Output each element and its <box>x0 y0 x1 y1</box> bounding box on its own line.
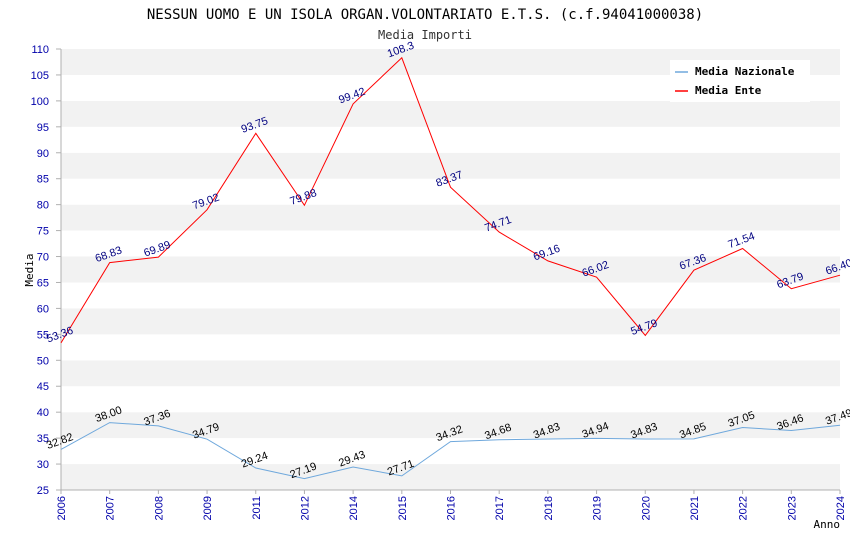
grid-band <box>61 100 840 127</box>
y-tick-label: 40 <box>37 407 49 419</box>
grid-band <box>61 230 840 257</box>
grid-band <box>61 178 840 205</box>
chart-subtitle: Media Importi <box>378 28 472 42</box>
x-tick-label: 2015 <box>397 496 409 520</box>
grid-band <box>61 126 840 153</box>
y-axis-label: Media <box>23 253 36 286</box>
x-tick-label: 2022 <box>738 496 750 520</box>
y-tick-label: 55 <box>37 329 49 341</box>
x-tick-label: 2009 <box>202 496 214 520</box>
grid-band <box>61 464 840 490</box>
legend-label-media-nazionale: Media Nazionale <box>695 65 795 78</box>
chart-title: NESSUN UOMO E UN ISOLA ORGAN.VOLONTARIAT… <box>147 7 703 23</box>
grid-band <box>61 256 840 283</box>
y-axis-ticks: 25 30 35 40 45 50 55 60 65 70 75 80 85 90 95 100 105 110 <box>31 44 61 497</box>
grid-band <box>61 308 840 335</box>
y-tick-label: 100 <box>31 96 49 108</box>
series-lines <box>60 56 841 480</box>
series-line-media-nazionale <box>60 422 841 480</box>
y-tick-label: 70 <box>37 252 49 264</box>
x-axis-ticks: 2006 2007 2008 2009 2011 2012 2014 2015 2016 2017… <box>56 490 847 520</box>
grid-band <box>61 204 840 231</box>
y-tick-label: 105 <box>31 70 49 82</box>
x-tick-label: 2019 <box>592 496 604 520</box>
y-tick-label: 60 <box>37 303 49 315</box>
x-tick-label: 2016 <box>446 496 458 520</box>
y-tick-label: 110 <box>31 44 49 56</box>
y-tick-label: 95 <box>37 122 49 134</box>
x-tick-label: 2007 <box>105 496 117 520</box>
y-tick-label: 25 <box>37 485 49 497</box>
legend-label-media-ente: Media Ente <box>695 84 762 97</box>
y-tick-label: 45 <box>37 381 49 393</box>
y-tick-label: 35 <box>37 433 49 445</box>
y-tick-label: 75 <box>37 226 49 238</box>
x-tick-label: 2008 <box>153 496 165 520</box>
y-tick-label: 80 <box>37 200 49 212</box>
grid-band <box>61 152 840 179</box>
x-tick-label: 2023 <box>786 496 798 520</box>
x-tick-label: 2012 <box>299 496 311 520</box>
y-tick-label: 85 <box>37 174 49 186</box>
grid-band <box>61 282 840 309</box>
legend: Media Nazionale Media Ente <box>670 60 810 102</box>
grid-bands <box>61 49 840 490</box>
grid-band <box>61 360 840 387</box>
y-tick-label: 50 <box>37 355 49 367</box>
x-axis-label: Anno <box>814 518 841 531</box>
x-tick-label: 2011 <box>251 496 263 520</box>
x-tick-label: 2014 <box>348 496 360 520</box>
legend-box <box>670 60 810 102</box>
grid-band <box>61 412 840 439</box>
x-tick-label: 2024 <box>835 496 847 520</box>
y-tick-label: 90 <box>37 148 49 160</box>
series-line-media-ente <box>60 56 841 344</box>
x-tick-label: 2006 <box>56 496 68 520</box>
y-tick-label: 65 <box>37 277 49 289</box>
grid-band <box>61 386 840 413</box>
x-tick-label: 2017 <box>494 496 506 520</box>
x-tick-label: 2018 <box>543 496 555 520</box>
y-tick-label: 30 <box>37 459 49 471</box>
grid-band <box>61 438 840 465</box>
x-tick-label: 2021 <box>689 496 701 520</box>
x-tick-label: 2020 <box>640 496 652 520</box>
grid-band <box>61 334 840 361</box>
